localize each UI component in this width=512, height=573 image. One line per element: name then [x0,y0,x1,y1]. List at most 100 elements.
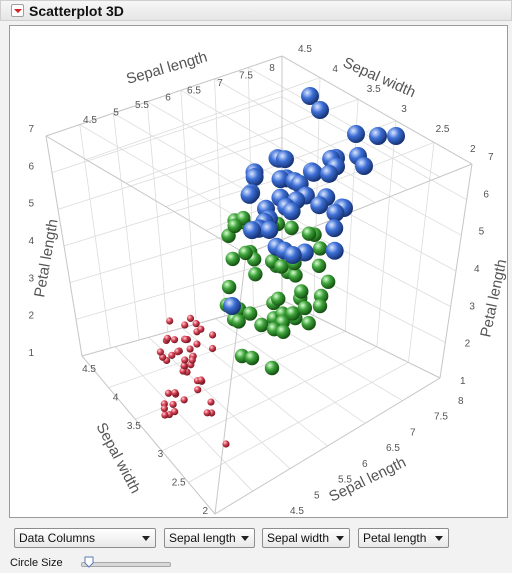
versicolor-point [274,259,289,274]
tick-label: 2.5 [436,124,450,135]
tick-label: 4.5 [298,44,312,55]
top-left-axis-title: Sepal length [124,49,209,88]
cube-edge [81,355,216,515]
setosa-point [197,376,205,384]
tick-label: 6 [483,189,489,200]
tick-label: 4 [474,264,480,275]
virginica-point [369,127,387,145]
grid-line [161,346,377,452]
tick-label: 2 [28,311,34,322]
versicolor-point [284,220,299,236]
tick-label: 6.5 [187,85,201,96]
x-column-label: Sepal length [169,531,236,545]
x-column-dropdown[interactable]: Sepal length [164,528,255,548]
setosa-point [192,320,200,328]
tick-label: 5.5 [135,100,149,111]
grid-line [115,346,253,492]
z-column-dropdown[interactable]: Petal length [358,528,449,548]
y-column-label: Sepal width [267,531,330,545]
versicolor-point [248,266,263,282]
setosa-point [208,331,217,339]
tick-label: 3 [28,273,34,284]
tick-label: 7.5 [239,70,253,81]
virginica-point [347,125,365,143]
versicolor-point [227,218,242,234]
versicolor-point [264,360,280,376]
virginica-point [276,150,295,169]
setosa-point [182,336,190,344]
setosa-point [181,321,189,329]
setosa-point [194,386,202,394]
scatterplot-3d-canvas[interactable]: 4.5 5 5.5 6 6.5 7 7.5 8 4.5 4 3.5 3 2.5 2 7 6 5 4 3 2 1 7 6 5 4 3… [10,26,507,517]
circle-size-slider-track[interactable] [81,562,171,567]
cube-edge [245,163,473,255]
tick-label: 4.5 [82,364,96,375]
circle-size-label: Circle Size [10,557,63,569]
virginica-point [301,87,319,105]
virginica-point [325,219,344,238]
grid-line [180,89,376,203]
tick-label: 1 [28,348,34,359]
grid-line [215,318,366,424]
disclosure-menu-icon[interactable] [11,4,24,17]
right-axis-title: Petal length [477,258,507,339]
setosa-point [181,356,189,364]
virginica-point [387,127,405,145]
tick-label: 3 [469,301,475,312]
left-axis-title: Petal length [31,218,62,299]
setosa-point [160,405,168,413]
versicolor-point [320,274,336,290]
tick-label: 2.5 [172,478,186,489]
y-column-dropdown[interactable]: Sepal width [262,528,350,548]
grid-line [57,136,283,210]
setosa-point [180,396,188,404]
tick-label: 4 [28,236,34,247]
grid-lines [45,55,473,515]
setosa-point [168,351,176,359]
grid-line [214,78,408,191]
scatterplot-3d-area[interactable]: 4.5 5 5.5 6 6.5 7 7.5 8 4.5 4 3.5 3 2.5 2 7 6 5 4 3 2 1 7 6 5 4 3… [9,25,508,518]
virginica-point [310,196,329,215]
setosa-point [163,334,172,342]
virginica-point [245,168,264,187]
cube-edge [439,163,473,379]
tick-label: 5.5 [338,475,352,486]
tick-label: 7 [217,78,223,89]
versicolor-point [276,324,291,340]
cube-edge [214,253,247,515]
tick-label: 3 [158,449,164,460]
grid-line [188,362,409,483]
chevron-down-icon [336,536,344,541]
grid-line [281,96,467,201]
data-columns-dropdown[interactable]: Data Columns [14,528,156,548]
tick-label: 5 [314,490,320,501]
title-bar: Scatterplot 3D [0,0,512,21]
virginica-point [282,202,301,221]
versicolor-point [294,284,309,299]
versicolor-point [285,306,300,321]
tick-label: 3.5 [367,84,381,95]
tick-label: 2 [470,144,476,155]
tick-label: 7 [28,124,34,135]
versicolor-point [231,314,246,329]
setosa-point [169,400,177,409]
tick-label: 4 [332,64,338,75]
data-points [156,87,405,448]
virginica-point [283,246,302,265]
virginica-point [304,163,323,182]
setosa-point [197,325,205,333]
tick-label: 7.5 [434,412,448,423]
tick-label: 7 [488,152,494,163]
tick-label: 5 [479,227,485,238]
circle-size-slider-thumb[interactable] [84,556,94,568]
virginica-point [355,157,373,175]
report-title: Scatterplot 3D [29,2,124,19]
grid-line [181,327,328,447]
setosa-point [171,408,179,416]
virginica-point [326,203,345,222]
tick-label: 7 [410,427,416,438]
setosa-point [156,348,164,356]
tick-label: 4 [113,392,119,403]
setosa-point [166,317,174,325]
versicolor-point [301,315,316,331]
